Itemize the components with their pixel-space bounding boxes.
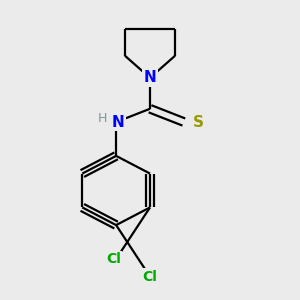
Text: N: N — [111, 115, 124, 130]
Text: Cl: Cl — [106, 252, 121, 266]
Text: N: N — [144, 70, 156, 86]
Text: S: S — [193, 115, 204, 130]
Text: H: H — [97, 112, 107, 125]
Text: Cl: Cl — [142, 270, 158, 283]
